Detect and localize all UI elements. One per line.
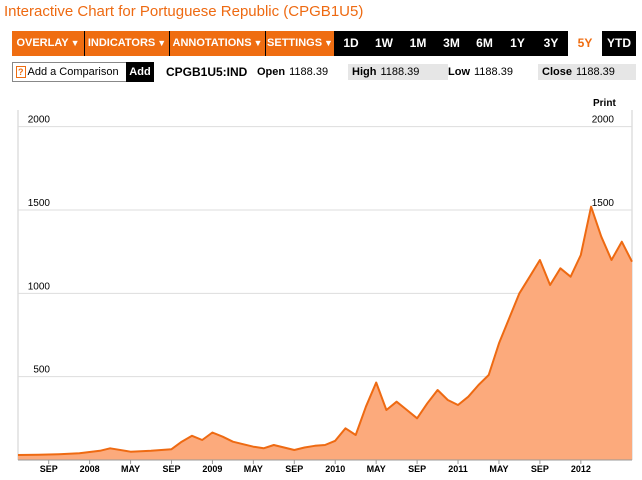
- add-comparison-field[interactable]: ? Add a Comparison: [12, 62, 127, 82]
- open-quote: Open 1188.39: [257, 64, 343, 80]
- x-tick-label: SEP: [408, 464, 426, 474]
- low-label: Low: [448, 66, 470, 78]
- y-tick-label-left: 2000: [28, 115, 51, 126]
- open-value: 1188.39: [289, 66, 329, 78]
- x-tick-label: SEP: [285, 464, 303, 474]
- high-quote: High 1188.39: [348, 64, 448, 80]
- close-value: 1188.39: [575, 66, 615, 78]
- low-value: 1188.39: [474, 66, 513, 78]
- y-tick-label-left: 1000: [28, 281, 51, 292]
- close-label: Close: [542, 66, 572, 78]
- print-link[interactable]: Print: [593, 98, 616, 109]
- price-line: [17, 205, 633, 456]
- low-quote: Low 1188.39: [448, 64, 538, 80]
- overlay-menu-label: OVERLAY: [16, 37, 69, 49]
- help-icon[interactable]: ?: [16, 66, 26, 78]
- ticker-symbol: CPGB1U5:IND: [166, 65, 248, 79]
- high-label: High: [352, 66, 377, 78]
- settings-menu-button[interactable]: SETTINGS ▼: [266, 31, 335, 56]
- caret-down-icon: ▼: [157, 38, 167, 48]
- indicators-menu-label: INDICATORS: [87, 37, 156, 49]
- y-tick-label-left: 500: [33, 365, 50, 376]
- page-title: Interactive Chart for Portuguese Republi…: [4, 3, 364, 20]
- range-6m-button[interactable]: 6M: [476, 36, 493, 50]
- x-tick-label: SEP: [162, 464, 180, 474]
- caret-down-icon: ▼: [324, 38, 333, 48]
- range-3m-button[interactable]: 3M: [443, 36, 460, 50]
- add-comparison-label: Add a Comparison: [27, 66, 119, 78]
- x-tick-label: SEP: [40, 464, 58, 474]
- range-1m-button[interactable]: 1M: [409, 36, 427, 50]
- x-tick-label: 2012: [571, 464, 591, 474]
- x-tick-label: MAY: [244, 464, 263, 474]
- x-tick-label: MAY: [489, 464, 508, 474]
- x-tick-label: SEP: [531, 464, 549, 474]
- indicators-menu-button[interactable]: INDICATORS ▼: [85, 31, 170, 56]
- y-tick-label-right: 1500: [592, 198, 615, 209]
- y-tick-label-left: 1500: [28, 198, 51, 209]
- chart-toolbar: OVERLAY ▼ INDICATORS ▼ ANNOTATIONS ▼ SETTIN…: [12, 31, 636, 56]
- caret-down-icon: ▼: [70, 38, 80, 48]
- settings-menu-label: SETTINGS: [267, 37, 323, 49]
- range-1d-button[interactable]: 1D: [343, 36, 359, 50]
- annotations-menu-label: ANNOTATIONS: [172, 37, 252, 49]
- add-comparison-button[interactable]: Add: [126, 62, 154, 82]
- x-tick-label: MAY: [367, 464, 386, 474]
- x-tick-label: 2008: [80, 464, 100, 474]
- x-tick-label: MAY: [121, 464, 140, 474]
- high-value: 1188.39: [380, 66, 420, 78]
- price-area: [18, 206, 632, 460]
- quote-infobar: ? Add a Comparison Add CPGB1U5:IND Open 11…: [12, 62, 636, 82]
- range-3y-button[interactable]: 3Y: [543, 36, 559, 50]
- x-tick-label: 2011: [448, 464, 468, 474]
- range-1y-button[interactable]: 1Y: [510, 36, 525, 50]
- y-tick-label-right: 2000: [592, 115, 615, 126]
- overlay-menu-button[interactable]: OVERLAY ▼: [12, 31, 85, 56]
- close-quote: Close 1188.39: [538, 64, 636, 80]
- annotations-menu-button[interactable]: ANNOTATIONS ▼: [170, 31, 266, 56]
- x-tick-label: 2010: [325, 464, 345, 474]
- range-5y-button[interactable]: 5Y: [568, 31, 602, 56]
- range-ytd-button[interactable]: YTD: [607, 36, 631, 50]
- x-tick-label: 2009: [202, 464, 222, 474]
- caret-down-icon: ▼: [253, 38, 263, 48]
- open-label: Open: [257, 66, 286, 78]
- range-1w-button[interactable]: 1W: [375, 36, 393, 50]
